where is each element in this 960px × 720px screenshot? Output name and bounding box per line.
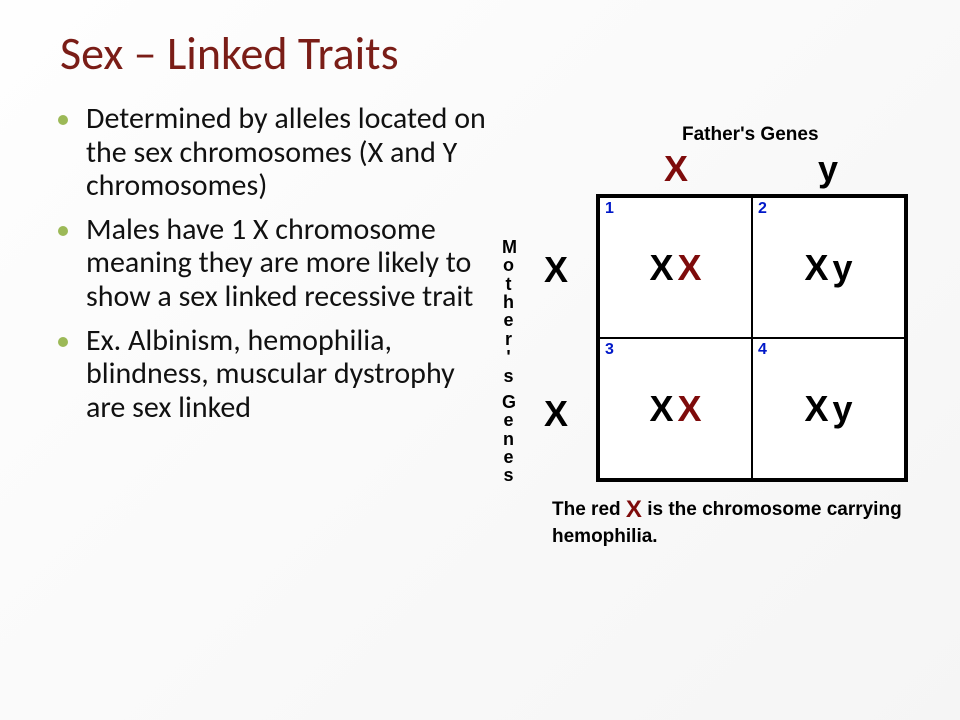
cell-number: 3 bbox=[605, 341, 614, 359]
punnett-cell-4: 4 X y bbox=[752, 338, 905, 479]
bullet-item: Determined by alleles located on the sex… bbox=[56, 102, 496, 203]
punnett-cell-1: 1 X X bbox=[599, 197, 752, 338]
punnett-cell-3: 3 X X bbox=[599, 338, 752, 479]
caption-pre: The red bbox=[552, 499, 626, 520]
content-row: Determined by alleles located on the sex… bbox=[56, 102, 920, 434]
allele: X bbox=[804, 247, 828, 289]
slide: Sex – Linked Traits Determined by allele… bbox=[0, 0, 960, 720]
mother-alleles-col: X X bbox=[528, 198, 584, 486]
punnett-cell-2: 2 X y bbox=[752, 197, 905, 338]
cell-number: 4 bbox=[758, 341, 767, 359]
father-allele-1: X bbox=[600, 148, 752, 190]
allele: X bbox=[649, 388, 673, 430]
allele: y bbox=[832, 247, 852, 289]
allele: X bbox=[678, 247, 702, 289]
allele: X bbox=[678, 388, 702, 430]
father-genes-label: Father's Genes bbox=[682, 124, 819, 146]
bullet-item: Ex. Albinism, hemophilia, blindness, mus… bbox=[56, 324, 496, 425]
figure-caption: The red X is the chromosome carrying hem… bbox=[552, 494, 922, 550]
caption-x-icon: X bbox=[626, 496, 642, 523]
mother-allele-1: X bbox=[528, 198, 584, 342]
punnett-grid: 1 X X 2 X y 3 X X 4 bbox=[596, 194, 908, 482]
cell-number: 2 bbox=[758, 200, 767, 218]
slide-title: Sex – Linked Traits bbox=[60, 26, 920, 82]
allele: X bbox=[649, 247, 673, 289]
bullet-list: Determined by alleles located on the sex… bbox=[56, 102, 496, 434]
father-alleles-row: X y bbox=[600, 148, 904, 190]
father-allele-2: y bbox=[752, 148, 904, 190]
bullet-item: Males have 1 X chromosome meaning they a… bbox=[56, 213, 496, 314]
mother-allele-2: X bbox=[528, 342, 584, 486]
mother-genes-label: Mother's Genes bbox=[502, 238, 515, 485]
allele: X bbox=[804, 388, 828, 430]
cell-number: 1 bbox=[605, 200, 614, 218]
punnett-figure: Father's Genes Mother's Genes X y X X 1 bbox=[504, 102, 924, 434]
allele: y bbox=[832, 388, 852, 430]
